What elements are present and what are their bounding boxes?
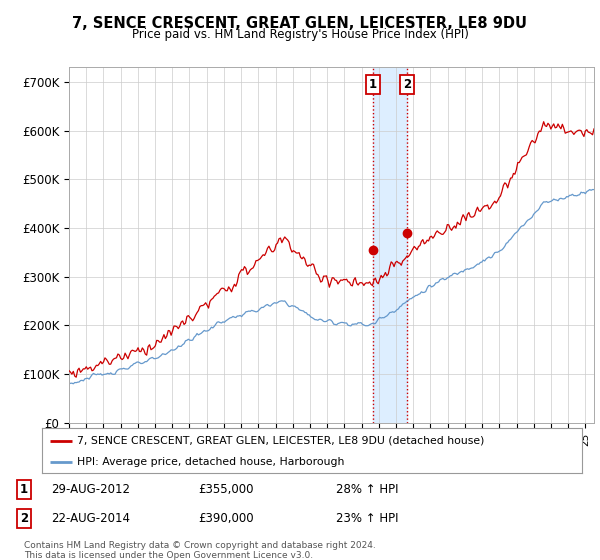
Text: 1: 1 [20, 483, 28, 496]
Text: 1: 1 [369, 78, 377, 91]
Text: £355,000: £355,000 [198, 483, 254, 496]
Text: Contains HM Land Registry data © Crown copyright and database right 2024.
This d: Contains HM Land Registry data © Crown c… [24, 541, 376, 560]
Text: HPI: Average price, detached house, Harborough: HPI: Average price, detached house, Harb… [77, 457, 344, 467]
Text: 23% ↑ HPI: 23% ↑ HPI [336, 512, 398, 525]
Text: 2: 2 [20, 512, 28, 525]
Text: 7, SENCE CRESCENT, GREAT GLEN, LEICESTER, LE8 9DU (detached house): 7, SENCE CRESCENT, GREAT GLEN, LEICESTER… [77, 436, 484, 446]
Text: 22-AUG-2014: 22-AUG-2014 [51, 512, 130, 525]
Text: 7, SENCE CRESCENT, GREAT GLEN, LEICESTER, LE8 9DU: 7, SENCE CRESCENT, GREAT GLEN, LEICESTER… [73, 16, 527, 31]
Text: £390,000: £390,000 [198, 512, 254, 525]
Text: 28% ↑ HPI: 28% ↑ HPI [336, 483, 398, 496]
Text: 2: 2 [403, 78, 411, 91]
Text: 29-AUG-2012: 29-AUG-2012 [51, 483, 130, 496]
Bar [373, 67, 407, 423]
Text: Price paid vs. HM Land Registry's House Price Index (HPI): Price paid vs. HM Land Registry's House … [131, 28, 469, 41]
